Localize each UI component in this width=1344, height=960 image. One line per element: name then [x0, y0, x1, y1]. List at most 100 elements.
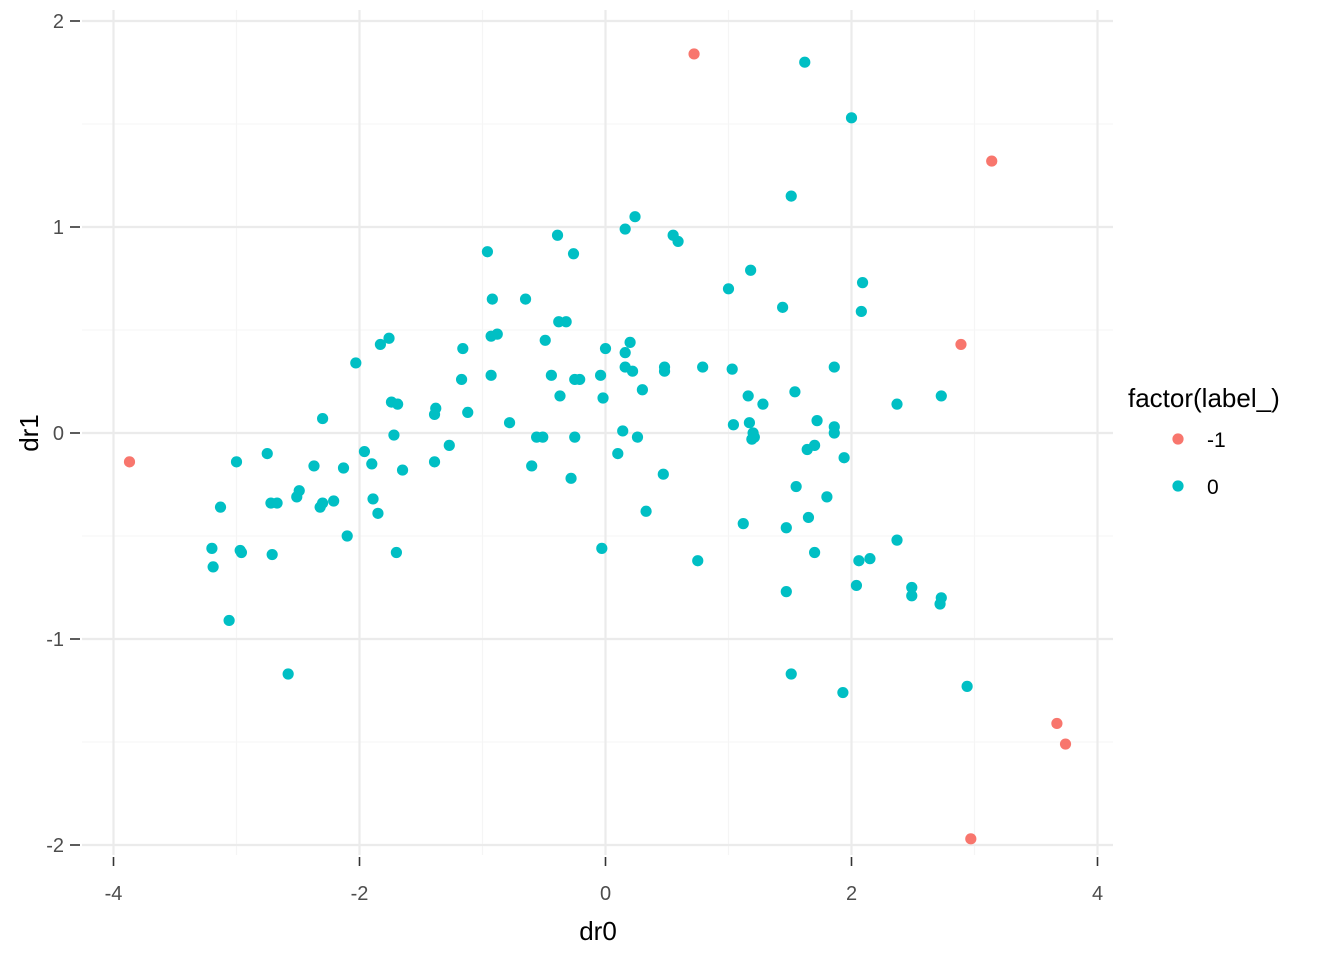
- data-point: [727, 419, 740, 431]
- data-point: [853, 555, 865, 567]
- data-point: [811, 415, 823, 427]
- data-point: [697, 361, 709, 373]
- data-point: [737, 518, 749, 530]
- data-point: [428, 456, 441, 468]
- data-point: [374, 338, 387, 351]
- data-point: [790, 480, 802, 493]
- data-point: [657, 468, 669, 480]
- data-point: [485, 369, 497, 381]
- data-point: [261, 448, 273, 460]
- data-point: [314, 501, 326, 513]
- data-point: [551, 229, 564, 241]
- x-tick-label: 2: [846, 883, 857, 905]
- data-point: [350, 357, 362, 369]
- data-point: [799, 56, 811, 68]
- y-axis-title: dr1: [14, 414, 44, 452]
- data-point: [837, 686, 849, 699]
- data-point: [565, 472, 577, 484]
- data-point: [850, 579, 863, 592]
- data-point: [123, 456, 136, 468]
- data-point: [485, 330, 497, 342]
- y-tick-label: 2: [53, 11, 64, 33]
- data-point: [934, 598, 946, 610]
- data-point: [845, 112, 858, 124]
- data-point: [282, 668, 294, 680]
- data-point: [745, 264, 757, 276]
- data-point: [821, 491, 833, 503]
- data-point: [337, 462, 350, 474]
- x-tick-label: 4: [1092, 883, 1103, 905]
- data-point: [235, 546, 248, 559]
- data-point: [629, 211, 641, 223]
- data-point: [481, 246, 494, 258]
- data-point: [358, 445, 371, 458]
- data-point: [626, 365, 639, 377]
- plot-grid: [82, 10, 1113, 855]
- data-point: [777, 301, 789, 313]
- data-point: [802, 511, 815, 524]
- data-point: [503, 417, 516, 429]
- data-point: [597, 392, 609, 404]
- data-point: [612, 448, 624, 460]
- data-point: [617, 425, 629, 437]
- data-point: [539, 334, 551, 346]
- series-0: [206, 56, 973, 699]
- y-tick-label: 1: [53, 217, 64, 239]
- data-point: [961, 680, 973, 692]
- data-point: [688, 48, 700, 60]
- data-point: [599, 342, 612, 355]
- data-point: [801, 443, 813, 456]
- data-point: [636, 384, 649, 396]
- data-point: [965, 833, 977, 845]
- data-point: [780, 522, 792, 534]
- data-point: [722, 283, 735, 295]
- data-point: [526, 460, 538, 472]
- data-point: [207, 561, 219, 573]
- data-point: [596, 542, 608, 554]
- data-point: [341, 530, 353, 542]
- y-tick-label: -1: [46, 629, 64, 651]
- data-point: [206, 542, 218, 554]
- data-point: [328, 495, 340, 507]
- data-point: [640, 505, 652, 517]
- x-tick-label: 0: [600, 883, 611, 905]
- data-point: [230, 456, 243, 468]
- x-tick-label: -2: [351, 883, 369, 905]
- data-point: [692, 555, 704, 567]
- data-point: [372, 507, 384, 519]
- legend-entries: -1 0: [1172, 429, 1226, 499]
- legend: factor(label_) -1 0: [1128, 383, 1280, 499]
- data-point: [455, 373, 468, 386]
- data-point: [390, 546, 402, 559]
- data-point: [672, 235, 684, 248]
- axis-tick-labels: -4 -2 0 2 4 -2 -1 0 1 2: [46, 11, 1103, 905]
- series-neg1: [123, 48, 1072, 845]
- data-point: [214, 501, 227, 513]
- legend-title: factor(label_): [1128, 383, 1280, 413]
- x-axis-title: dr0: [579, 916, 617, 946]
- data-point: [828, 427, 840, 439]
- data-point: [291, 491, 303, 503]
- data-point: [383, 332, 395, 344]
- x-tick-label: -4: [105, 883, 123, 905]
- data-point: [631, 431, 644, 443]
- data-point: [809, 546, 821, 559]
- data-point: [746, 433, 758, 445]
- legend-label: -1: [1207, 429, 1226, 452]
- data-point: [906, 581, 918, 594]
- axis-ticks: [70, 20, 1099, 866]
- legend-label: 0: [1207, 476, 1219, 499]
- data-point: [457, 342, 469, 355]
- data-point: [789, 386, 801, 398]
- data-point: [619, 347, 631, 359]
- data-point: [891, 398, 903, 410]
- data-point: [986, 155, 998, 167]
- data-point: [780, 586, 792, 598]
- data-point: [519, 293, 532, 305]
- data-point: [785, 190, 797, 202]
- data-point: [367, 493, 379, 505]
- data-point: [624, 336, 636, 348]
- data-points: [123, 48, 1072, 845]
- data-point: [619, 223, 631, 235]
